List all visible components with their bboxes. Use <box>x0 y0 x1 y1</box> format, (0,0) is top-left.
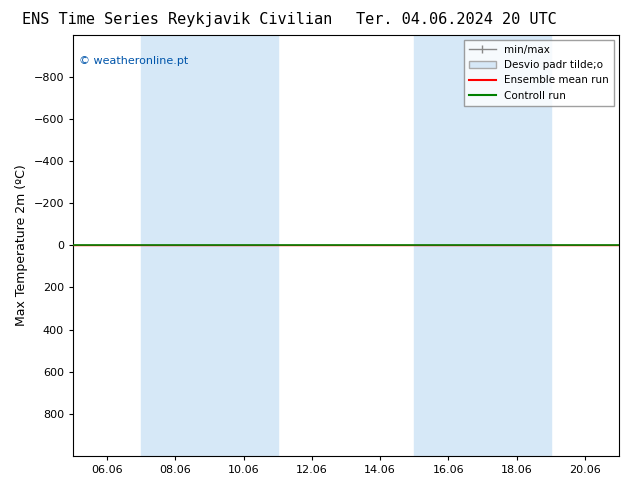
Y-axis label: Max Temperature 2m (ºC): Max Temperature 2m (ºC) <box>15 165 28 326</box>
Text: Ter. 04.06.2024 20 UTC: Ter. 04.06.2024 20 UTC <box>356 12 557 27</box>
Bar <box>482 35 551 456</box>
Legend: min/max, Desvio padr tilde;o, Ensemble mean run, Controll run: min/max, Desvio padr tilde;o, Ensemble m… <box>464 40 614 106</box>
Bar <box>210 35 278 456</box>
Text: ENS Time Series Reykjavik Civilian: ENS Time Series Reykjavik Civilian <box>22 12 333 27</box>
Bar <box>141 35 210 456</box>
Bar <box>414 35 482 456</box>
Text: © weatheronline.pt: © weatheronline.pt <box>79 56 188 66</box>
